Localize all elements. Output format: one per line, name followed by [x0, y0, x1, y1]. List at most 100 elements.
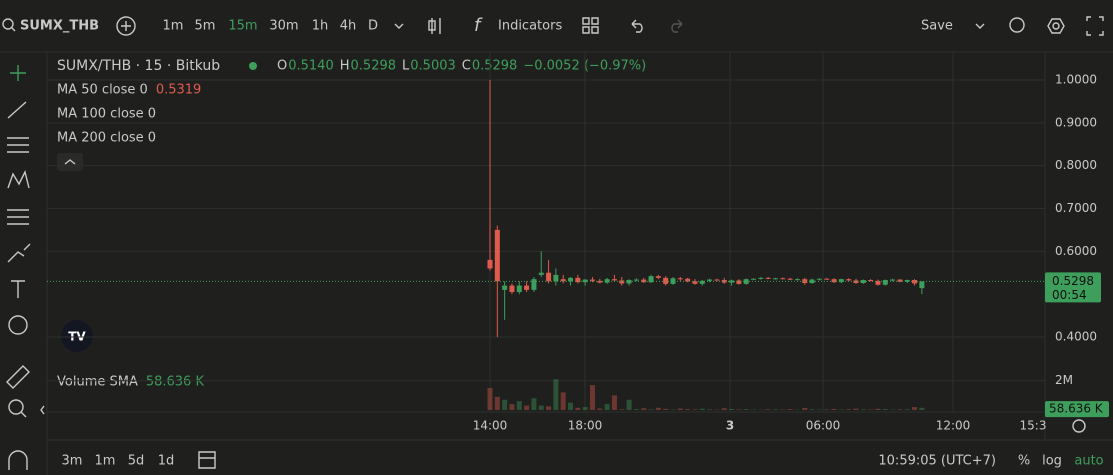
study-name: MA 100 close 0	[57, 107, 156, 122]
volume-bar	[663, 408, 669, 410]
x-tick-label: 14:00	[473, 419, 508, 433]
candle-body	[853, 280, 859, 284]
candle-body	[721, 280, 727, 283]
emoji-tool[interactable]	[8, 315, 28, 335]
volume-bar	[575, 407, 581, 410]
volume-bar	[721, 408, 727, 410]
range[interactable]: 1d	[158, 454, 175, 469]
measure-tool[interactable]	[6, 365, 30, 389]
last-price-label: 0.5298	[1052, 274, 1094, 288]
candle-body	[751, 278, 757, 280]
zoom-tool[interactable]	[8, 399, 24, 415]
interval[interactable]: 1m	[163, 19, 184, 34]
volume-bar	[531, 398, 537, 410]
volume-bar	[860, 409, 866, 410]
candle-body	[516, 285, 522, 292]
study-name: MA 50 close 0	[57, 83, 148, 98]
volume-bar	[502, 399, 508, 410]
volume-bar	[655, 407, 661, 410]
ohlc-key: C	[462, 59, 471, 74]
undo[interactable]	[631, 19, 643, 33]
search-icon[interactable]	[2, 18, 14, 30]
save[interactable]: Save	[921, 19, 953, 34]
line-tool[interactable]	[7, 101, 27, 119]
axis-settings[interactable]	[1072, 419, 1086, 433]
zoom-tool-icon	[20, 411, 27, 418]
scale-option[interactable]: %	[1018, 454, 1030, 469]
crosshair-tool[interactable]	[10, 65, 26, 81]
candle-body	[824, 278, 830, 280]
volume-bar	[516, 401, 522, 410]
candle-body	[846, 279, 852, 281]
countdown: 00:54	[1052, 288, 1087, 302]
logo	[61, 320, 93, 352]
candle-body	[707, 279, 713, 281]
collapse-legend-icon	[64, 159, 76, 165]
volume-bar	[611, 395, 617, 410]
volume-bar	[692, 409, 698, 410]
alert[interactable]	[1009, 17, 1025, 33]
fib-tool[interactable]	[7, 137, 29, 153]
x-tick-label: 18:00	[568, 419, 603, 433]
volume-bar	[641, 408, 647, 410]
redo[interactable]	[671, 19, 683, 33]
goto-date[interactable]	[198, 451, 216, 469]
symbol[interactable]: SUMX_THB	[20, 19, 99, 34]
candle-body	[714, 279, 720, 281]
interval[interactable]: 30m	[269, 19, 298, 34]
candle-body	[758, 277, 764, 279]
volume-bar	[802, 407, 808, 410]
text-tool[interactable]	[11, 280, 25, 298]
candle-body	[677, 278, 683, 280]
x-tick-label: 06:00	[806, 419, 841, 433]
add-symbol[interactable]	[116, 16, 136, 36]
indicators[interactable]: Indicators	[498, 19, 562, 34]
interval[interactable]: 15m	[228, 19, 257, 34]
volume-bar	[809, 409, 815, 410]
volume-bar	[882, 409, 888, 410]
candle-body	[890, 279, 896, 281]
volume-bar	[736, 409, 742, 410]
candle-body	[794, 279, 800, 281]
candle-body	[568, 277, 574, 282]
study-value: 0.5319	[156, 83, 202, 98]
interval-dropdown[interactable]	[394, 23, 404, 29]
volume-bar	[853, 408, 859, 410]
settings[interactable]	[1047, 18, 1065, 34]
volume-sma-value: 58.636 K	[146, 375, 205, 390]
range[interactable]: 5d	[128, 454, 145, 469]
pattern-tool[interactable]	[7, 169, 30, 189]
candle-body	[882, 280, 888, 285]
range[interactable]: 1m	[95, 454, 116, 469]
candle-body	[619, 280, 625, 284]
layouts[interactable]	[582, 17, 599, 34]
volume-bar	[487, 388, 493, 410]
interval[interactable]: 1h	[312, 19, 329, 34]
market-status	[249, 62, 257, 70]
interval[interactable]: 4h	[340, 19, 357, 34]
prediction-tool[interactable]	[7, 209, 29, 225]
scale-option[interactable]: auto	[1074, 454, 1103, 469]
volume-bar	[619, 409, 625, 410]
candle-body	[685, 278, 691, 282]
save-dropdown[interactable]	[975, 23, 985, 29]
candle-body	[919, 281, 925, 289]
scale-option[interactable]: log	[1042, 454, 1062, 469]
collapse-sidebar[interactable]	[40, 405, 45, 415]
volume-bar	[568, 402, 574, 410]
candle-body	[575, 277, 581, 283]
volume-bar	[626, 399, 632, 410]
candle-body	[875, 280, 881, 285]
collapse-legend[interactable]	[57, 153, 83, 171]
interval[interactable]: 5m	[195, 19, 216, 34]
search-icon	[11, 27, 16, 32]
magnet-tool[interactable]	[8, 450, 28, 470]
range[interactable]: 3m	[62, 454, 83, 469]
interval[interactable]: D	[368, 19, 378, 34]
brush-tool[interactable]	[7, 243, 31, 263]
candle-body	[531, 279, 537, 290]
x-tick-label: 12:00	[936, 419, 971, 433]
candle-body	[904, 280, 910, 282]
chrome: SUMX_THB f Indicators Save TV	[0, 15, 1113, 475]
fullscreen[interactable]	[1086, 16, 1104, 36]
